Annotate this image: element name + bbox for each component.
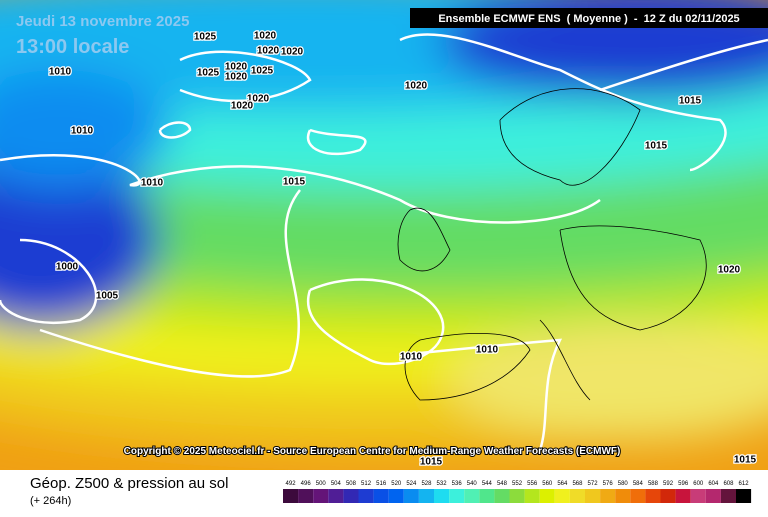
- legend-swatch: [388, 489, 404, 503]
- legend-swatch: [479, 489, 495, 503]
- legend-swatch: [343, 489, 359, 503]
- legend-swatch: [418, 489, 434, 503]
- isobar-label: 1010: [400, 352, 423, 363]
- legend-swatch: [539, 489, 555, 503]
- legend-swatch: [403, 489, 419, 503]
- isobar-label: 1020: [225, 72, 248, 83]
- legend-label: 564: [557, 481, 568, 487]
- legend-label: 588: [648, 481, 659, 487]
- isobar-label: 1025: [197, 68, 220, 79]
- legend-label: 580: [618, 481, 629, 487]
- isobar-label: 1010: [141, 178, 164, 189]
- legend-swatch: [554, 489, 570, 503]
- legend-label: 504: [331, 481, 342, 487]
- forecast-time: 13:00 locale: [16, 36, 129, 58]
- isobar-label: 1020: [225, 62, 248, 73]
- legend-label: 556: [527, 481, 538, 487]
- legend-swatch: [690, 489, 706, 503]
- isobar-label: 1025: [194, 32, 217, 43]
- isobar-label: 1020: [231, 101, 254, 112]
- run-banner: [410, 8, 768, 28]
- legend-label: 560: [542, 481, 553, 487]
- legend-swatch: [524, 489, 540, 503]
- legend-label: 584: [633, 481, 644, 487]
- isobar-label: 1020: [281, 47, 304, 58]
- legend-swatch: [494, 489, 510, 503]
- legend-label: 576: [603, 481, 614, 487]
- legend-label: 544: [482, 481, 493, 487]
- isobar-label: 1015: [734, 455, 757, 466]
- copyright: Copyright © 2025 Meteociel.fr - Source E…: [124, 446, 621, 457]
- legend-label: 536: [452, 481, 463, 487]
- legend-label: 528: [421, 481, 432, 487]
- legend-label: 512: [361, 481, 372, 487]
- legend-swatch: [328, 489, 344, 503]
- legend-swatch: [313, 489, 329, 503]
- isobar-label: 1010: [49, 67, 72, 78]
- isobar-label: 1015: [420, 457, 443, 468]
- legend-swatch: [600, 489, 616, 503]
- legend-swatch: [449, 489, 465, 503]
- isobar-label: 1005: [96, 291, 119, 302]
- isobars: [0, 33, 768, 451]
- legend-swatch: [358, 489, 374, 503]
- legend-swatch: [705, 489, 721, 503]
- legend-label: 592: [663, 481, 674, 487]
- legend-label: 568: [572, 481, 583, 487]
- legend-label: 516: [376, 481, 387, 487]
- isobar-label: 1020: [718, 265, 741, 276]
- legend-label: 524: [406, 481, 417, 487]
- legend-swatch: [675, 489, 691, 503]
- legend-swatch: [373, 489, 389, 503]
- legend-label: 520: [391, 481, 402, 487]
- isobar-label: 1020: [247, 94, 270, 105]
- legend-label: 600: [693, 481, 704, 487]
- isobar-label: 1000: [56, 262, 79, 273]
- legend-swatch: [585, 489, 601, 503]
- legend-swatch: [736, 489, 752, 503]
- legend-swatch: [645, 489, 661, 503]
- footer-title: Géop. Z500 & pression au sol: [30, 475, 228, 492]
- legend-swatch: [298, 489, 314, 503]
- legend-label: 540: [467, 481, 478, 487]
- forecast-date: Jeudi 13 novembre 2025: [16, 13, 189, 30]
- legend-swatch: [569, 489, 585, 503]
- legend-label: 604: [708, 481, 719, 487]
- legend-label: 612: [739, 481, 750, 487]
- legend-label: 552: [512, 481, 523, 487]
- legend-label: 500: [316, 481, 327, 487]
- legend-swatch: [720, 489, 736, 503]
- isobar-label: 1015: [283, 177, 306, 188]
- legend-label: 548: [497, 481, 508, 487]
- isobar-label: 1020: [254, 31, 277, 42]
- legend-swatch: [283, 489, 299, 503]
- legend-swatch: [464, 489, 480, 503]
- legend: 492 496 500 504 508 512 516 520 524 528 532 536 540 5…: [283, 481, 752, 503]
- footer-lead: (+ 264h): [30, 495, 71, 507]
- legend-swatch: [660, 489, 676, 503]
- coastlines: [397, 88, 707, 401]
- legend-swatch: [630, 489, 646, 503]
- legend-label: 532: [437, 481, 448, 487]
- legend-label: 608: [723, 481, 734, 487]
- legend-label: 572: [588, 481, 599, 487]
- isobar-label: 1015: [645, 141, 668, 152]
- legend-label: 492: [286, 481, 297, 487]
- map-field: [0, 0, 768, 470]
- isobar-label: 1025: [251, 66, 274, 77]
- isobar-label: 1020: [405, 81, 428, 92]
- isobar-label: 1010: [476, 345, 499, 356]
- legend-label: 496: [301, 481, 312, 487]
- legend-label: 596: [678, 481, 689, 487]
- isobar-label: 1010: [71, 126, 94, 137]
- legend-swatch: [509, 489, 525, 503]
- isobar-label: 1020: [257, 46, 280, 57]
- legend-swatch: [615, 489, 631, 503]
- isobar-label: 1015: [679, 96, 702, 107]
- legend-label: 508: [346, 481, 357, 487]
- run-info: Ensemble ECMWF ENS ( Moyenne ) - 12 Z du…: [438, 13, 739, 25]
- legend-swatch: [434, 489, 450, 503]
